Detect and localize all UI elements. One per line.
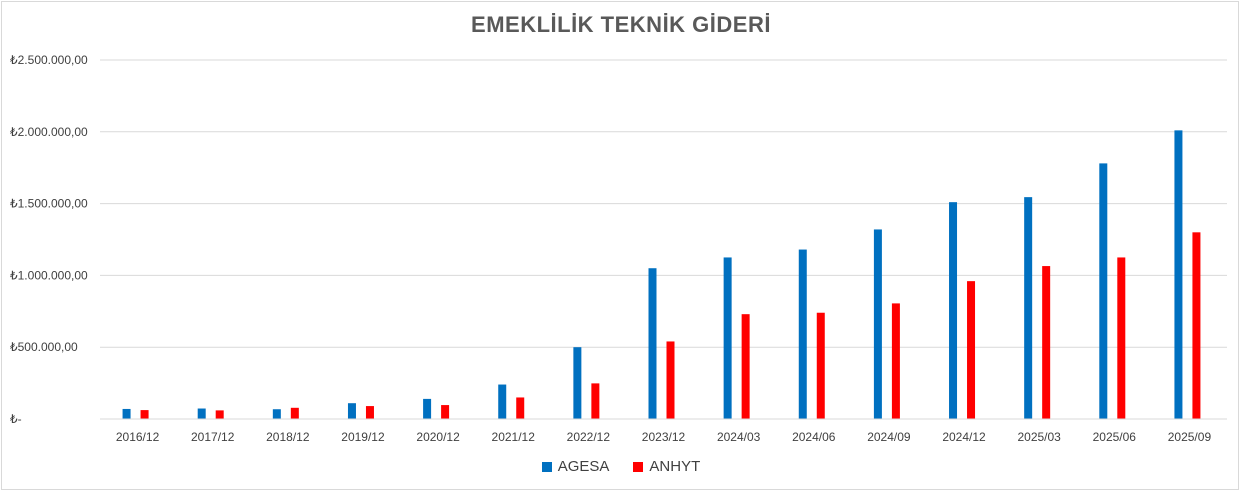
bar-agesa-2024-12 (949, 202, 958, 419)
chart-title: EMEKLİLİK TEKNİK GİDERİ (471, 12, 771, 37)
x-tick-label: 2018/12 (266, 430, 310, 444)
bar-anhyt-2024-03 (741, 314, 750, 419)
y-tick-label: ₺2.500.000,00 (10, 53, 88, 67)
x-tick-label: 2025/09 (1168, 430, 1212, 444)
x-tick-label: 2024/06 (792, 430, 836, 444)
bar-agesa-2020-12 (423, 398, 432, 419)
bar-agesa-2024-09 (873, 229, 882, 419)
legend-label-anhyt: ANHYT (649, 458, 701, 475)
legend: AGESA ANHYT (0, 458, 1242, 475)
y-tick-label: ₺- (10, 412, 22, 426)
bar-anhyt-2021-12 (516, 397, 525, 419)
x-tick-label: 2024/09 (867, 430, 911, 444)
bar-anhyt-2024-06 (816, 312, 825, 419)
bar-anhyt-2025-03 (1042, 266, 1051, 419)
bar-anhyt-2023-12 (666, 341, 675, 419)
x-tick-label: 2016/12 (116, 430, 160, 444)
bar-agesa-2021-12 (498, 384, 507, 419)
bar-agesa-2024-03 (723, 257, 732, 419)
bar-agesa-2025-06 (1099, 163, 1108, 419)
y-axis-ticks: ₺- ₺500.000,00 ₺1.000.000,00 ₺1.500.000,00 ₺… (10, 53, 88, 426)
x-tick-label: 2019/12 (341, 430, 385, 444)
bar-anhyt-2024-09 (891, 303, 900, 419)
legend-item-anhyt: ANHYT (633, 458, 700, 475)
x-tick-label: 2020/12 (416, 430, 460, 444)
legend-label-agesa: AGESA (557, 458, 610, 475)
bar-anhyt-2017-12 (215, 410, 224, 419)
legend-item-agesa: AGESA (541, 458, 610, 475)
y-tick-label: ₺2.000.000,00 (10, 125, 88, 139)
x-tick-label: 2025/06 (1093, 430, 1137, 444)
y-tick-label: ₺1.500.000,00 (10, 197, 88, 211)
x-tick-label: 2024/03 (717, 430, 761, 444)
x-tick-label: 2017/12 (191, 430, 235, 444)
bar-anhyt-2024-12 (967, 281, 976, 419)
x-axis-ticks: 2016/12 2017/12 2018/12 2019/12 2020/12 2021/… (100, 418, 1227, 444)
x-tick-label: 2021/12 (492, 430, 536, 444)
x-tick-label: 2023/12 (642, 430, 686, 444)
bar-agesa-2024-06 (798, 249, 807, 419)
bar-anhyt-2019-12 (365, 406, 374, 419)
bar-anhyt-2025-09 (1192, 232, 1201, 419)
bar-anhyt-2025-06 (1117, 257, 1126, 419)
bar-anhyt-2022-12 (591, 383, 600, 419)
x-tick-label: 2025/03 (1017, 430, 1061, 444)
y-tick-label: ₺1.000.000,00 (10, 268, 88, 282)
bar-agesa-2023-12 (648, 268, 657, 419)
y-tick-label: ₺500.000,00 (10, 340, 78, 354)
x-tick-label: 2024/12 (942, 430, 986, 444)
bar-agesa-2025-03 (1024, 197, 1033, 419)
bar-anhyt-2020-12 (441, 405, 450, 419)
bar-agesa-2016-12 (122, 408, 131, 419)
bar-agesa-2022-12 (573, 347, 582, 419)
bar-anhyt-2016-12 (140, 410, 149, 419)
gridlines (100, 59, 1227, 420)
legend-swatch-agesa (541, 461, 552, 472)
bar-agesa-2019-12 (347, 403, 356, 419)
bar-agesa-2018-12 (272, 409, 281, 419)
bars (122, 130, 1201, 419)
legend-swatch-anhyt (633, 461, 644, 472)
x-tick-label: 2022/12 (567, 430, 611, 444)
bar-agesa-2025-09 (1174, 130, 1183, 419)
bar-agesa-2017-12 (197, 408, 206, 419)
bar-anhyt-2018-12 (290, 407, 299, 419)
